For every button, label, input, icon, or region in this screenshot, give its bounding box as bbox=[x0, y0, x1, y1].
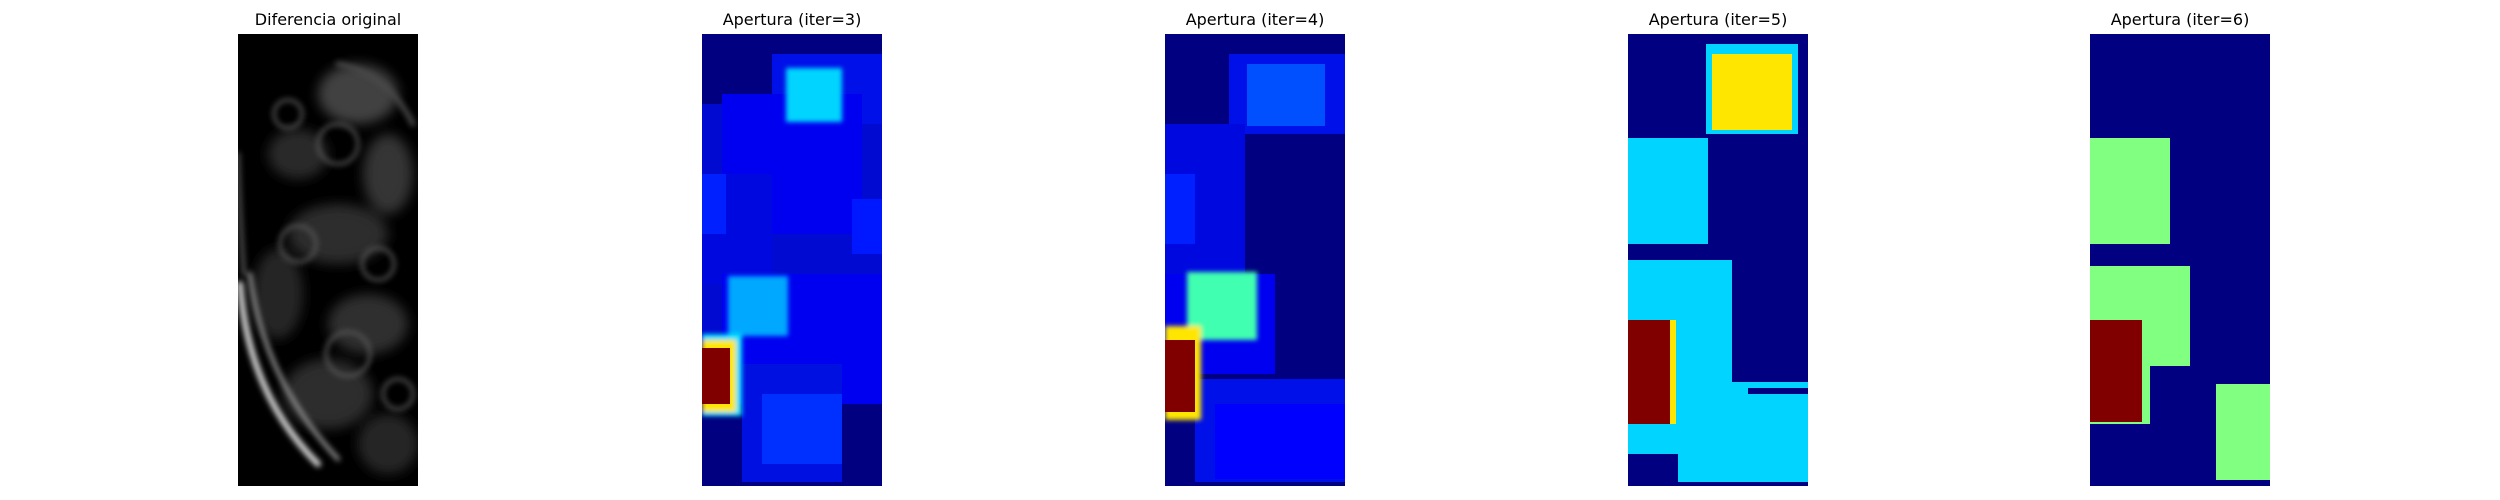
panel-title: Apertura (iter=5) bbox=[1648, 10, 1788, 29]
opening-iter-6-image bbox=[2090, 34, 2270, 486]
panel-title: Apertura (iter=3) bbox=[722, 10, 862, 29]
opening-iter-5-image bbox=[1628, 34, 1808, 486]
panel-title: Apertura (iter=6) bbox=[2110, 10, 2250, 29]
panel-title: Diferencia original bbox=[254, 10, 402, 29]
panel-iter-6: Apertura (iter=6) bbox=[2090, 0, 2270, 500]
panel-iter-5: Apertura (iter=5) bbox=[1628, 0, 1808, 500]
original-difference-image bbox=[238, 34, 418, 486]
panel-iter-3: Apertura (iter=3) bbox=[702, 0, 882, 500]
opening-iter-3-image bbox=[702, 34, 882, 486]
opening-iter-4-image bbox=[1165, 34, 1345, 486]
panel-title: Apertura (iter=4) bbox=[1185, 10, 1325, 29]
panel-iter-4: Apertura (iter=4) bbox=[1165, 0, 1345, 500]
panel-original: Diferencia original bbox=[238, 0, 418, 500]
